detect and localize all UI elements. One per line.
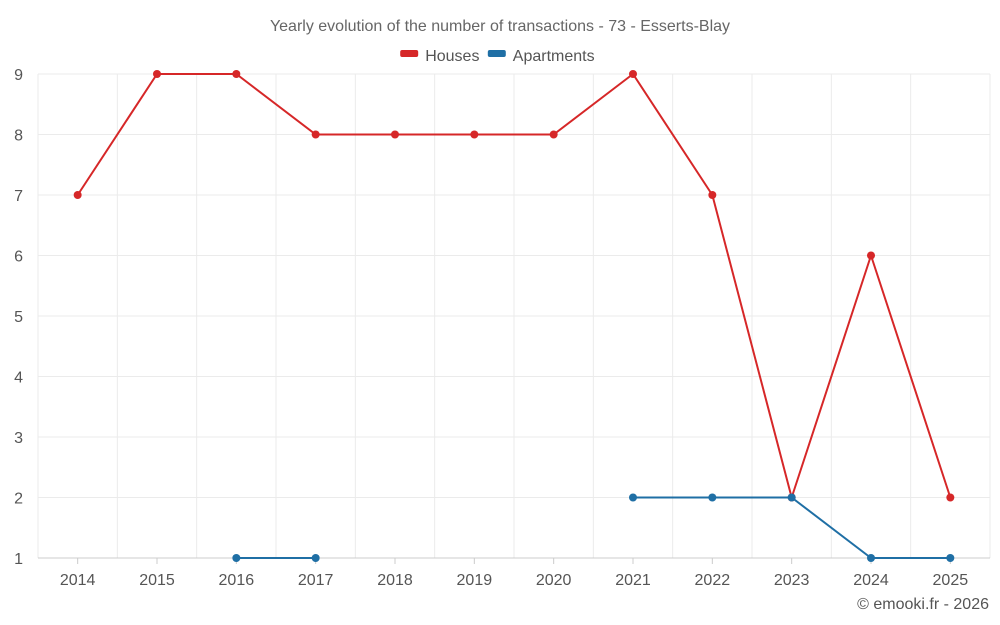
series-houses (73, 70, 955, 502)
x-tick-label: 2021 (615, 572, 651, 589)
data-point-apartments-2022 (708, 493, 717, 502)
y-tick-label: 7 (14, 188, 23, 205)
y-axis: 1 2 3 4 5 6 7 8 9 (14, 67, 23, 568)
grid (37, 73, 991, 559)
x-tick-label: 2023 (774, 572, 810, 589)
x-tick-label: 2018 (377, 572, 413, 589)
x-tick-label: 2024 (853, 572, 889, 589)
y-tick-label: 8 (14, 128, 23, 145)
data-point-apartments-2017 (311, 554, 320, 562)
data-point-apartments-2024 (867, 554, 875, 562)
legend: Houses Apartments (400, 48, 595, 65)
y-tick-label: 5 (14, 309, 23, 326)
series-line-houses (76, 73, 952, 499)
data-point-houses-2025 (946, 493, 955, 502)
data-point-houses-2019 (470, 130, 479, 139)
legend-label-houses: Houses (425, 48, 479, 65)
data-point-houses-2015 (153, 70, 161, 78)
x-tick-label: 2015 (139, 572, 175, 589)
legend-swatch-apartments (487, 50, 506, 57)
series-line-apartments (633, 496, 951, 559)
data-point-apartments-2023 (787, 493, 796, 502)
y-tick-label: 1 (14, 551, 23, 568)
x-axis: 2014 2015 2016 2017 2018 2019 2020 2021 2022 2023… (38, 557, 990, 589)
legend-label-apartments: Apartments (513, 48, 595, 65)
data-point-apartments-2021 (629, 493, 637, 502)
data-point-houses-2016 (232, 70, 241, 78)
x-tick-label: 2019 (457, 572, 493, 589)
series-apartments (232, 493, 955, 562)
y-tick-label: 2 (14, 491, 23, 508)
legend-swatch-houses (400, 50, 419, 57)
data-point-houses-2017 (311, 130, 320, 139)
y-tick-label: 3 (14, 430, 23, 447)
data-point-houses-2014 (73, 191, 82, 199)
data-point-apartments-2025 (946, 554, 955, 562)
y-tick-label: 4 (14, 370, 23, 387)
x-tick-label: 2014 (60, 572, 96, 589)
x-tick-label: 2017 (298, 572, 334, 589)
data-point-houses-2018 (391, 130, 399, 139)
y-tick-label: 9 (14, 67, 23, 84)
data-point-houses-2020 (549, 130, 558, 139)
x-tick-label: 2016 (219, 572, 255, 589)
y-tick-label: 6 (14, 249, 23, 266)
x-tick-label: 2022 (695, 572, 731, 589)
data-point-houses-2024 (867, 251, 875, 260)
x-tick-label: 2025 (933, 572, 969, 589)
legend-item-apartments: Apartments (487, 48, 595, 65)
legend-item-houses: Houses (400, 48, 479, 65)
data-point-apartments-2016 (232, 554, 241, 562)
data-point-houses-2021 (629, 70, 637, 78)
chart-title: Yearly evolution of the number of transa… (270, 18, 730, 35)
data-point-houses-2022 (708, 191, 717, 199)
x-tick-label: 2020 (536, 572, 572, 589)
credit-label: © emooki.fr - 2026 (857, 596, 989, 613)
series-layer (73, 70, 955, 562)
